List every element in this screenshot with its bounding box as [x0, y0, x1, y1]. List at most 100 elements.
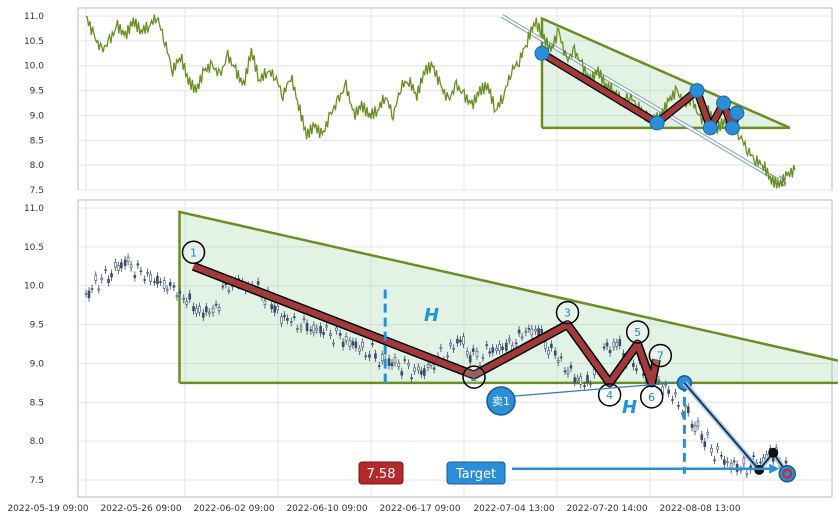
candle-body — [195, 307, 198, 314]
pivot-marker — [555, 300, 580, 325]
candle-body — [289, 321, 293, 323]
candle-body — [100, 277, 104, 281]
bottom-y-tick-label: 8.0 — [30, 437, 45, 447]
sell-connector — [514, 382, 675, 397]
candle-body — [495, 348, 498, 351]
candle-body — [693, 425, 697, 432]
pivot-label: 1 — [190, 246, 197, 259]
candle-body — [325, 325, 328, 328]
bottom-y-tick-label: 10.0 — [24, 282, 44, 292]
candle-body — [207, 311, 211, 314]
candle-body — [270, 304, 274, 310]
candle-body — [133, 274, 137, 279]
candle-body — [397, 362, 401, 367]
candle-body — [188, 293, 192, 300]
candle-body — [566, 370, 570, 375]
top-y-tick-label: 10.5 — [24, 37, 44, 47]
candle-body — [263, 300, 267, 306]
top-y-tick-label: 11.0 — [24, 12, 44, 22]
candle-body — [527, 328, 531, 330]
x-tick-label: 2022-06-10 09:00 — [286, 504, 367, 514]
top-y-tick-label: 9.5 — [30, 87, 44, 97]
candle-body — [368, 354, 371, 358]
candle-body — [667, 389, 671, 394]
top-y-tick-label: 10.0 — [24, 62, 44, 72]
candle-body — [387, 358, 391, 366]
candle-body — [172, 285, 176, 288]
candle-body — [380, 354, 384, 362]
candle-body — [462, 336, 465, 345]
candle-body — [107, 278, 110, 283]
candle-body — [677, 405, 680, 407]
top-triangle-upper — [540, 16, 791, 130]
x-tick-label: 2022-07-04 13:00 — [473, 504, 554, 514]
candle-body — [175, 295, 179, 298]
candle-body — [302, 318, 306, 321]
candle-body — [413, 367, 416, 372]
candle-body — [520, 336, 524, 339]
candle-body — [299, 326, 303, 330]
candle-body — [452, 347, 455, 350]
candle-body — [97, 288, 101, 291]
top-zigzag-point — [729, 105, 745, 121]
top-panel-price-line — [85, 14, 796, 189]
candle-body — [139, 270, 143, 273]
candle-body — [136, 263, 140, 266]
bottom-y-tick-label: 8.5 — [30, 398, 44, 408]
x-tick-label: 2022-06-17 09:00 — [379, 504, 460, 514]
top-panel-grid — [77, 7, 833, 191]
candle-body — [713, 459, 716, 462]
candle-body — [377, 365, 381, 367]
sell-marker: 卖1 — [486, 386, 516, 416]
candle-body — [615, 342, 619, 347]
candle-body — [745, 473, 749, 476]
candle-body — [276, 305, 280, 311]
candle-body — [280, 316, 283, 324]
candle-body — [273, 305, 277, 313]
top-price-series — [85, 14, 796, 189]
candle-body — [123, 259, 127, 267]
candle-body — [579, 376, 583, 385]
price-badge: 7.58 — [358, 461, 404, 485]
candle-body — [686, 406, 690, 414]
bottom-panel-triangle — [178, 210, 838, 385]
candle-body — [524, 330, 528, 333]
candle-body — [586, 375, 589, 383]
candle-body — [332, 342, 335, 345]
candle-body — [710, 447, 713, 453]
candle-body — [292, 316, 296, 318]
candle-body — [505, 342, 508, 351]
candle-body — [759, 461, 762, 464]
pivot-marker — [648, 343, 673, 368]
candle-body — [117, 265, 120, 271]
bottom-y-tick-label: 9.5 — [30, 321, 44, 331]
x-tick-label: 2022-07-20 14:00 — [566, 504, 647, 514]
bottom-triangle-upper — [178, 210, 838, 383]
candle-body — [110, 273, 113, 278]
candle-body — [295, 328, 299, 330]
candle-body — [211, 308, 215, 313]
candle-body — [84, 293, 88, 295]
top-y-tick-label: 7.5 — [30, 186, 44, 196]
candle-body — [126, 257, 130, 262]
candle-body — [602, 346, 606, 349]
candle-body — [547, 350, 550, 356]
bottom-panel-candles — [84, 253, 788, 481]
candle-body — [449, 342, 452, 346]
candle-body — [420, 370, 423, 375]
target-path — [683, 382, 789, 475]
top-zigzag-point — [689, 83, 705, 99]
candle-body — [312, 324, 316, 333]
candle-body — [286, 318, 289, 321]
candle-body — [198, 306, 201, 313]
top-y-tick-label: 8.0 — [30, 161, 45, 171]
candle-body — [168, 282, 172, 287]
bottom-zigzag-line — [192, 263, 660, 386]
projected-height-label: H — [622, 397, 637, 418]
candle-body — [481, 357, 485, 359]
candle-body — [514, 342, 518, 345]
candle-body — [589, 383, 592, 386]
top-zigzag-point — [724, 120, 740, 136]
candle-body — [635, 368, 638, 371]
pivot-marker — [625, 320, 650, 344]
